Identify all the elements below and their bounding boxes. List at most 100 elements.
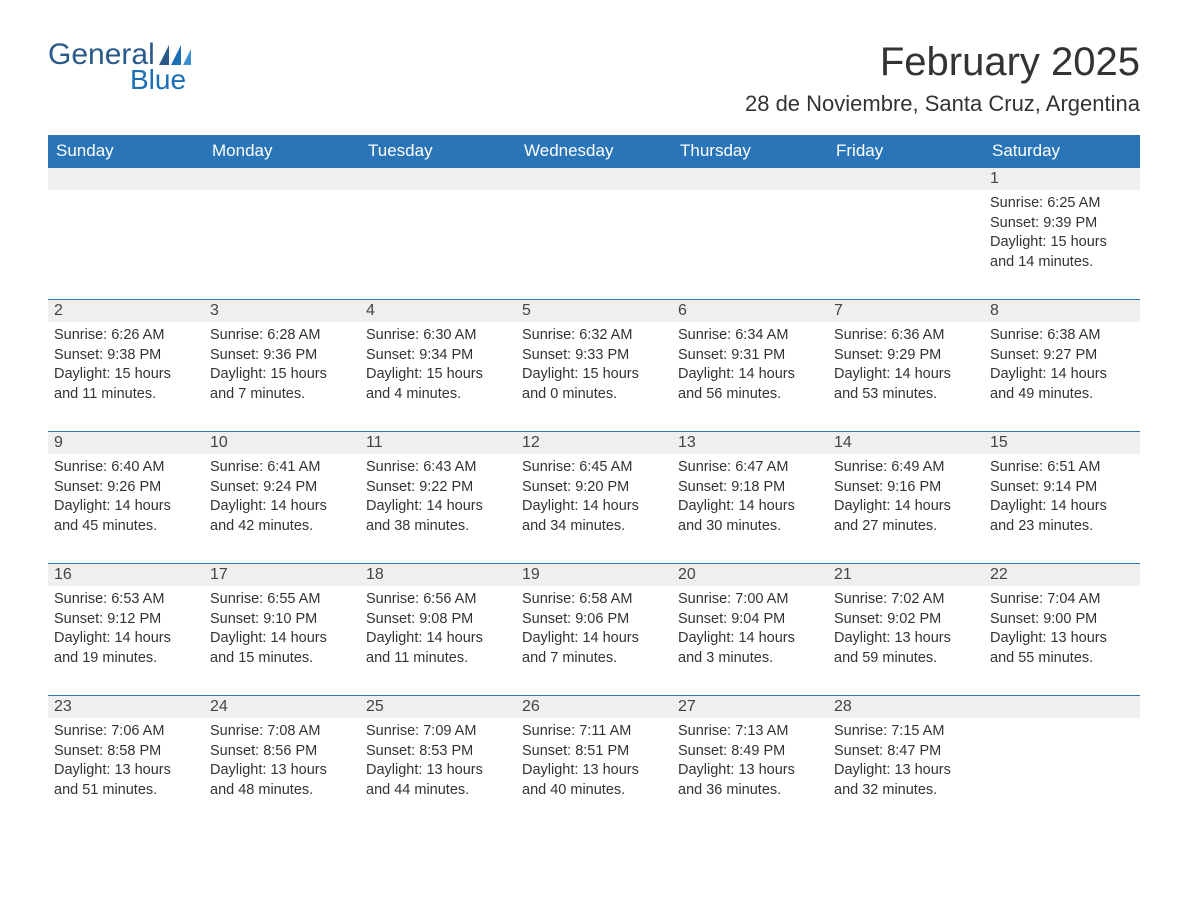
sunrise-line: Sunrise: 6:47 AM: [678, 458, 822, 478]
calendar-day: 13Sunrise: 6:47 AMSunset: 9:18 PMDayligh…: [672, 431, 828, 563]
sunset-line: Sunset: 8:56 PM: [210, 742, 354, 762]
sunrise-line: Sunrise: 7:15 AM: [834, 722, 978, 742]
sunset-line: Sunset: 9:36 PM: [210, 346, 354, 366]
daylight-line: Daylight: 13 hours and 59 minutes.: [834, 629, 978, 668]
day-details: Sunrise: 6:49 AMSunset: 9:16 PMDaylight:…: [828, 454, 984, 542]
day-details: Sunrise: 6:55 AMSunset: 9:10 PMDaylight:…: [204, 586, 360, 674]
day-header: Friday: [828, 135, 984, 167]
sunset-line: Sunset: 9:33 PM: [522, 346, 666, 366]
sunset-line: Sunset: 8:51 PM: [522, 742, 666, 762]
daylight-line: Daylight: 14 hours and 45 minutes.: [54, 497, 198, 536]
daylight-line: Daylight: 14 hours and 49 minutes.: [990, 365, 1134, 404]
daylight-line: Daylight: 15 hours and 4 minutes.: [366, 365, 510, 404]
calendar-day: 2Sunrise: 6:26 AMSunset: 9:38 PMDaylight…: [48, 299, 204, 431]
calendar-day-empty: [516, 167, 672, 299]
daylight-line: Daylight: 14 hours and 34 minutes.: [522, 497, 666, 536]
day-number: 24: [204, 695, 360, 718]
calendar-day: 12Sunrise: 6:45 AMSunset: 9:20 PMDayligh…: [516, 431, 672, 563]
calendar-day: 28Sunrise: 7:15 AMSunset: 8:47 PMDayligh…: [828, 695, 984, 827]
calendar-head: SundayMondayTuesdayWednesdayThursdayFrid…: [48, 135, 1140, 167]
day-number: 2: [48, 299, 204, 322]
sunrise-line: Sunrise: 6:25 AM: [990, 194, 1134, 214]
sunset-line: Sunset: 9:27 PM: [990, 346, 1134, 366]
day-details: Sunrise: 6:45 AMSunset: 9:20 PMDaylight:…: [516, 454, 672, 542]
calendar-day: 22Sunrise: 7:04 AMSunset: 9:00 PMDayligh…: [984, 563, 1140, 695]
day-details: Sunrise: 7:08 AMSunset: 8:56 PMDaylight:…: [204, 718, 360, 806]
daylight-line: Daylight: 14 hours and 30 minutes.: [678, 497, 822, 536]
calendar-day-empty: [984, 695, 1140, 827]
sunrise-line: Sunrise: 7:08 AM: [210, 722, 354, 742]
day-details: Sunrise: 7:15 AMSunset: 8:47 PMDaylight:…: [828, 718, 984, 806]
sunrise-line: Sunrise: 6:36 AM: [834, 326, 978, 346]
sunrise-line: Sunrise: 7:13 AM: [678, 722, 822, 742]
day-number: 19: [516, 563, 672, 586]
daylight-line: Daylight: 14 hours and 11 minutes.: [366, 629, 510, 668]
sunset-line: Sunset: 9:00 PM: [990, 610, 1134, 630]
daylight-line: Daylight: 14 hours and 27 minutes.: [834, 497, 978, 536]
sunset-line: Sunset: 9:22 PM: [366, 478, 510, 498]
calendar-day: 15Sunrise: 6:51 AMSunset: 9:14 PMDayligh…: [984, 431, 1140, 563]
day-number: 27: [672, 695, 828, 718]
daylight-line: Daylight: 14 hours and 15 minutes.: [210, 629, 354, 668]
day-number: 13: [672, 431, 828, 454]
day-details: Sunrise: 7:11 AMSunset: 8:51 PMDaylight:…: [516, 718, 672, 806]
day-details: Sunrise: 6:25 AMSunset: 9:39 PMDaylight:…: [984, 190, 1140, 278]
daylight-line: Daylight: 13 hours and 51 minutes.: [54, 761, 198, 800]
calendar-day: 20Sunrise: 7:00 AMSunset: 9:04 PMDayligh…: [672, 563, 828, 695]
page-header: General Blue February 2025 28 de Noviemb…: [48, 40, 1140, 117]
day-details: Sunrise: 6:51 AMSunset: 9:14 PMDaylight:…: [984, 454, 1140, 542]
sunset-line: Sunset: 9:14 PM: [990, 478, 1134, 498]
day-number: 14: [828, 431, 984, 454]
calendar-day: 5Sunrise: 6:32 AMSunset: 9:33 PMDaylight…: [516, 299, 672, 431]
day-number: 9: [48, 431, 204, 454]
daylight-line: Daylight: 15 hours and 11 minutes.: [54, 365, 198, 404]
calendar-day: 24Sunrise: 7:08 AMSunset: 8:56 PMDayligh…: [204, 695, 360, 827]
day-details: Sunrise: 6:43 AMSunset: 9:22 PMDaylight:…: [360, 454, 516, 542]
sunset-line: Sunset: 9:39 PM: [990, 214, 1134, 234]
calendar-day: 17Sunrise: 6:55 AMSunset: 9:10 PMDayligh…: [204, 563, 360, 695]
day-number: 12: [516, 431, 672, 454]
day-details: Sunrise: 7:00 AMSunset: 9:04 PMDaylight:…: [672, 586, 828, 674]
calendar-body: 1Sunrise: 6:25 AMSunset: 9:39 PMDaylight…: [48, 167, 1140, 827]
day-number: 20: [672, 563, 828, 586]
day-header: Saturday: [984, 135, 1140, 167]
calendar-day-empty: [828, 167, 984, 299]
sunrise-line: Sunrise: 7:11 AM: [522, 722, 666, 742]
day-details: Sunrise: 6:53 AMSunset: 9:12 PMDaylight:…: [48, 586, 204, 674]
day-number: 8: [984, 299, 1140, 322]
calendar-day: 11Sunrise: 6:43 AMSunset: 9:22 PMDayligh…: [360, 431, 516, 563]
day-details: Sunrise: 6:28 AMSunset: 9:36 PMDaylight:…: [204, 322, 360, 410]
day-details: Sunrise: 6:41 AMSunset: 9:24 PMDaylight:…: [204, 454, 360, 542]
day-number: 28: [828, 695, 984, 718]
sunset-line: Sunset: 8:58 PM: [54, 742, 198, 762]
location-subtitle: 28 de Noviembre, Santa Cruz, Argentina: [745, 91, 1140, 117]
sunset-line: Sunset: 9:12 PM: [54, 610, 198, 630]
day-number: 4: [360, 299, 516, 322]
calendar-day-empty: [204, 167, 360, 299]
calendar-day: 26Sunrise: 7:11 AMSunset: 8:51 PMDayligh…: [516, 695, 672, 827]
day-number: 16: [48, 563, 204, 586]
calendar-day-empty: [672, 167, 828, 299]
day-details: Sunrise: 6:30 AMSunset: 9:34 PMDaylight:…: [360, 322, 516, 410]
calendar-week: 23Sunrise: 7:06 AMSunset: 8:58 PMDayligh…: [48, 695, 1140, 827]
sunset-line: Sunset: 9:34 PM: [366, 346, 510, 366]
calendar-week: 16Sunrise: 6:53 AMSunset: 9:12 PMDayligh…: [48, 563, 1140, 695]
sunset-line: Sunset: 9:06 PM: [522, 610, 666, 630]
sunset-line: Sunset: 8:47 PM: [834, 742, 978, 762]
sunrise-line: Sunrise: 6:32 AM: [522, 326, 666, 346]
sunset-line: Sunset: 9:02 PM: [834, 610, 978, 630]
calendar-day: 19Sunrise: 6:58 AMSunset: 9:06 PMDayligh…: [516, 563, 672, 695]
day-number: 22: [984, 563, 1140, 586]
daylight-line: Daylight: 13 hours and 40 minutes.: [522, 761, 666, 800]
day-number: 25: [360, 695, 516, 718]
day-header: Wednesday: [516, 135, 672, 167]
sunrise-line: Sunrise: 6:28 AM: [210, 326, 354, 346]
day-number: 3: [204, 299, 360, 322]
daylight-line: Daylight: 14 hours and 7 minutes.: [522, 629, 666, 668]
sunset-line: Sunset: 9:10 PM: [210, 610, 354, 630]
day-number: 7: [828, 299, 984, 322]
sunset-line: Sunset: 9:08 PM: [366, 610, 510, 630]
daylight-line: Daylight: 15 hours and 0 minutes.: [522, 365, 666, 404]
title-block: February 2025 28 de Noviembre, Santa Cru…: [745, 40, 1140, 117]
sunset-line: Sunset: 8:53 PM: [366, 742, 510, 762]
